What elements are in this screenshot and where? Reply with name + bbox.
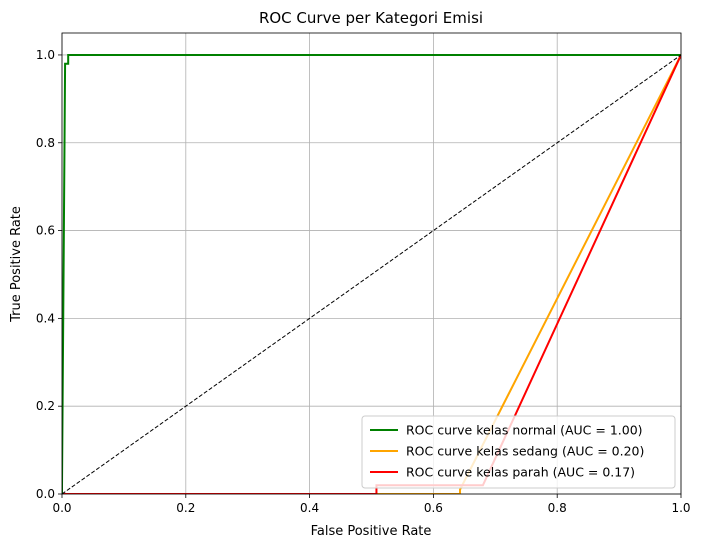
x-tick-label: 0.2: [176, 501, 195, 515]
x-tick-label: 0.4: [300, 501, 319, 515]
grid: [61, 33, 682, 495]
y-tick-label: 0.2: [36, 399, 55, 413]
legend-label: ROC curve kelas sedang (AUC = 0.20): [406, 444, 644, 459]
ticks: 0.0 0.2 0.4 0.6 0.8 1.0 0.0 0.2 0.4 0.6 0.8 1.0: [36, 48, 691, 515]
legend-box: [361, 415, 676, 489]
axes-frame: [61, 32, 682, 495]
axes: [61, 32, 682, 495]
y-tick-label: 0.8: [36, 136, 55, 150]
series-line-2: [62, 54, 681, 494]
series-line-1: [62, 53, 681, 494]
y-tick-label: 0.0: [36, 487, 55, 501]
y-tick-label: 0.6: [36, 224, 55, 238]
y-tick-label: 1.0: [36, 48, 55, 62]
diagonal-reference-line: [62, 54, 681, 494]
x-axis-label: False Positive Rate: [311, 524, 432, 539]
x-tick-label: 1.0: [671, 501, 690, 515]
legend: ROC curve kelas normal (AUC = 1.00) ROC c…: [361, 415, 676, 489]
x-tick-label: 0.6: [424, 501, 443, 515]
y-tick-label: 0.4: [36, 311, 55, 325]
x-tick-label: 0.0: [52, 501, 71, 515]
x-tick-label: 0.8: [548, 501, 567, 515]
legend-label: ROC curve kelas parah (AUC = 0.17): [406, 465, 635, 480]
y-axis-label: True Positive Rate: [9, 206, 24, 323]
chart-title: ROC Curve per Kategori Emisi: [259, 9, 483, 27]
legend-label: ROC curve kelas normal (AUC = 1.00): [406, 423, 643, 438]
